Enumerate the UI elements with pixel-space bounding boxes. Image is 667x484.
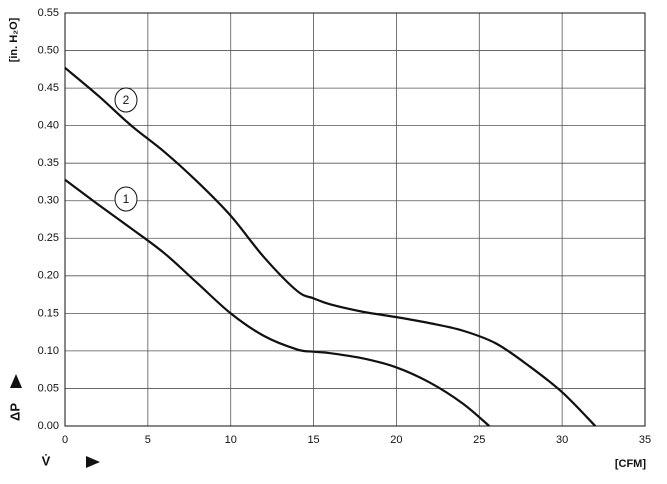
x-arrow — [86, 456, 100, 468]
y-tick-label: 0.10 — [38, 345, 59, 357]
y-tick-label: 0.15 — [38, 307, 59, 319]
y-tick-label: 0.55 — [38, 7, 59, 19]
x-symbol: V̇ — [42, 453, 51, 468]
y-tick-label: 0.30 — [38, 195, 59, 207]
y-tick-label: 0.50 — [38, 44, 59, 56]
x-tick-label: 15 — [307, 434, 319, 446]
x-tick-label: 35 — [639, 434, 651, 446]
x-tick-label: 0 — [62, 434, 68, 446]
x-tick-label: 30 — [556, 434, 568, 446]
legend-label: 2 — [123, 93, 130, 107]
y-symbol: ΔP — [7, 403, 22, 421]
x-tick-label: 10 — [225, 434, 237, 446]
y-tick-label: 0.45 — [38, 82, 59, 94]
x-tick-label: 20 — [390, 434, 402, 446]
legend-label: 1 — [123, 192, 130, 206]
y-tick-label: 0.20 — [38, 270, 59, 282]
y-tick-label: 0.40 — [38, 120, 59, 132]
y-tick-label: 0.35 — [38, 157, 59, 169]
y-tick-label: 0.25 — [38, 232, 59, 244]
x-axis-label: [CFM] — [615, 458, 646, 470]
plot-frame — [64, 12, 646, 427]
y-arrow — [10, 374, 22, 388]
y-tick-label: 0.05 — [38, 382, 59, 394]
y-tick-label: 0.00 — [38, 420, 59, 432]
line — [64, 66, 597, 427]
line — [64, 178, 490, 427]
x-tick-label: 5 — [145, 434, 151, 446]
legend-marker — [114, 87, 138, 113]
y-axis-label: [in. H₂O] — [8, 17, 20, 62]
legend-marker — [114, 186, 138, 212]
x-tick-label: 25 — [473, 434, 485, 446]
